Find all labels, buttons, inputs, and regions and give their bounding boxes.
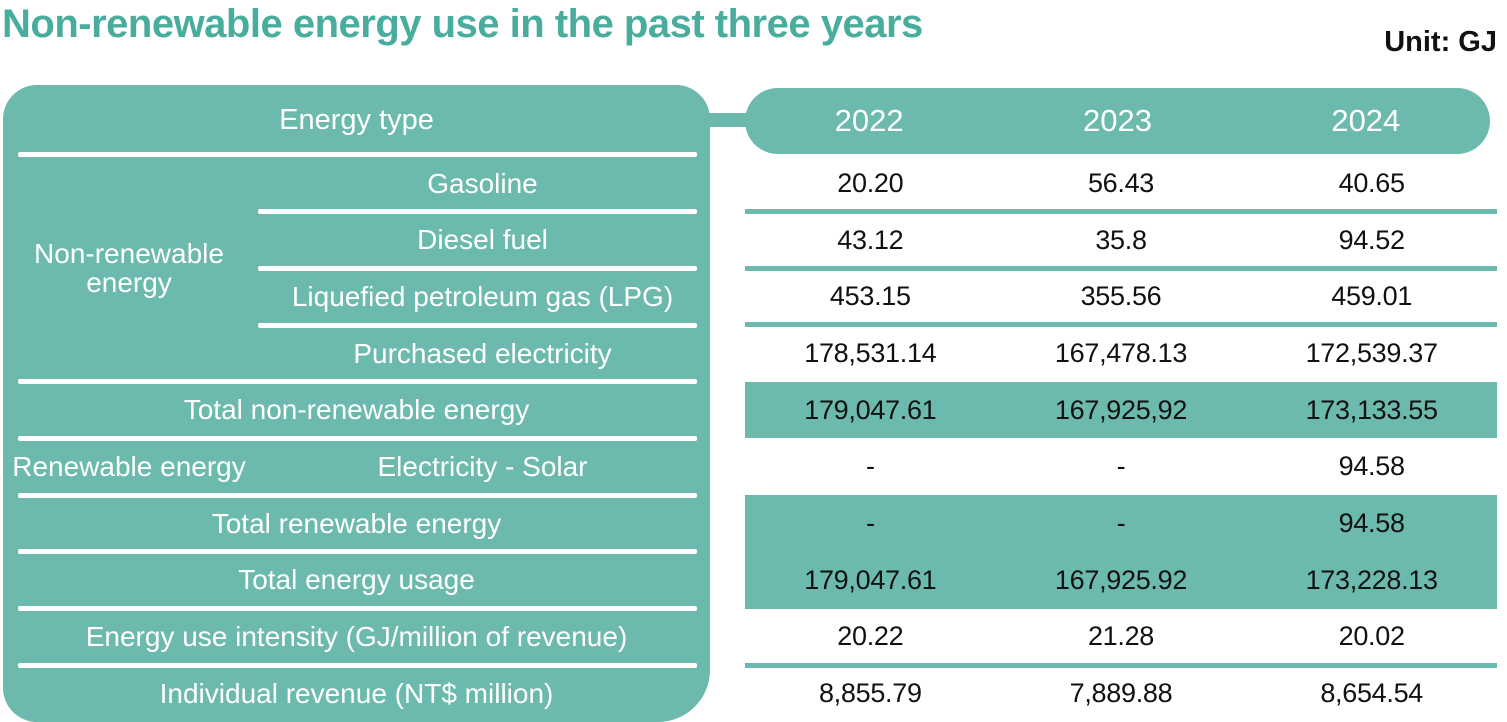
group-label-non-renewable: Non-renewable energy <box>34 237 224 299</box>
value-cell: 21.28 <box>1087 621 1155 652</box>
value-cell: 8,855.79 <box>818 678 922 709</box>
value-cell: 20.20 <box>837 167 904 198</box>
energy-type-panel: Energy type Non-renewable energy Gasolin… <box>3 85 710 722</box>
row-separator <box>18 549 697 554</box>
value-cell: - <box>865 507 875 538</box>
value-cell: 459.01 <box>1331 281 1413 312</box>
row-label-total-non-renewable: Total non-renewable energy <box>183 394 530 426</box>
row-label-electricity-solar: Electricity - Solar <box>377 451 588 483</box>
value-cell: 178,531.14 <box>804 337 937 368</box>
row-label-individual-revenue: Individual revenue (NT$ million) <box>159 677 554 709</box>
row-label-lpg: Liquefied petroleum gas (LPG) <box>291 281 674 313</box>
row-separator <box>18 606 697 611</box>
table-row-total-non-renewable: 179,047.61 167,925,92 173,133.55 <box>745 381 1497 439</box>
value-cell: 8,654.54 <box>1320 678 1424 709</box>
row-separator <box>745 663 1497 668</box>
row-label-gasoline: Gasoline <box>427 167 538 199</box>
row-separator <box>258 209 697 214</box>
table-row-total-renewable: - - 94.58 <box>745 495 1497 552</box>
year-label-2023: 2023 <box>1083 103 1152 138</box>
table-row-individual-revenue: 8,855.79 7,889.88 8,654.54 <box>745 665 1497 722</box>
table-row-total-energy-usage: 179,047.61 167,925.92 173,228.13 <box>745 551 1497 609</box>
table-row-diesel-fuel: 43.12 35.8 94.52 <box>745 212 1497 269</box>
table-row-purchased-electricity: 178,531.14 167,478.13 172,539.37 <box>745 325 1497 382</box>
row-separator <box>258 323 697 328</box>
row-label-energy-use-intensity: Energy use intensity (GJ/million of reve… <box>85 621 628 653</box>
row-label-total-renewable: Total renewable energy <box>211 507 502 539</box>
value-cell: 355.56 <box>1080 281 1162 312</box>
row-separator <box>18 152 697 157</box>
value-cell: - <box>1116 507 1126 538</box>
value-cell: 167,925.92 <box>1054 564 1188 595</box>
value-cell: 43.12 <box>837 224 904 255</box>
value-cell: - <box>1116 451 1126 482</box>
value-cell: 40.65 <box>1338 167 1405 198</box>
value-cell: 20.22 <box>837 621 904 652</box>
row-separator <box>745 209 1497 214</box>
table-row-gasoline: 20.20 56.43 40.65 <box>745 155 1497 212</box>
data-grid: 20.20 56.43 40.65 43.12 35.8 94.52 453.1… <box>745 155 1497 722</box>
value-cell: - <box>865 451 875 482</box>
value-cell: 167,925,92 <box>1054 394 1188 425</box>
value-cell: 94.52 <box>1338 224 1405 255</box>
row-separator <box>18 379 697 384</box>
group-label-renewable: Renewable energy <box>12 451 246 483</box>
table-row-electricity-solar: - - 94.58 <box>745 438 1497 495</box>
year-header: 2022 2023 2024 <box>745 88 1490 154</box>
value-cell: 453.15 <box>829 281 911 312</box>
unit-label: Unit: GJ <box>1384 26 1497 58</box>
value-cell: 179,047.61 <box>804 394 937 425</box>
table-row-energy-use-intensity: 20.22 21.28 20.02 <box>745 609 1497 666</box>
value-cell: 20.02 <box>1338 621 1405 652</box>
value-cell: 173,133.55 <box>1305 394 1438 425</box>
year-label-2024: 2024 <box>1331 103 1401 138</box>
table-row-lpg: 453.15 355.56 459.01 <box>745 268 1497 325</box>
year-label-2022: 2022 <box>834 103 904 138</box>
row-separator <box>18 493 697 498</box>
value-cell: 179,047.61 <box>804 564 937 595</box>
row-separator <box>18 436 697 441</box>
value-cell: 35.8 <box>1095 224 1147 255</box>
row-label-total-energy-usage: Total energy usage <box>238 564 475 596</box>
row-separator <box>258 266 697 271</box>
value-cell: 7,889.88 <box>1069 678 1173 709</box>
row-label-purchased-electricity: Purchased electricity <box>353 337 612 369</box>
value-cell: 173,228.13 <box>1305 564 1438 595</box>
value-cell: 94.58 <box>1338 451 1405 482</box>
value-cell: 56.43 <box>1087 167 1155 198</box>
row-separator <box>745 322 1497 327</box>
value-cell: 94.58 <box>1338 507 1405 538</box>
row-separator <box>745 266 1497 271</box>
value-cell: 167,478.13 <box>1054 337 1188 368</box>
value-cell: 172,539.37 <box>1305 337 1438 368</box>
page-title: Non-renewable energy use in the past thr… <box>2 2 923 46</box>
row-separator <box>18 663 697 668</box>
energy-type-header: Energy type <box>279 103 434 136</box>
row-label-diesel-fuel: Diesel fuel <box>417 224 548 256</box>
